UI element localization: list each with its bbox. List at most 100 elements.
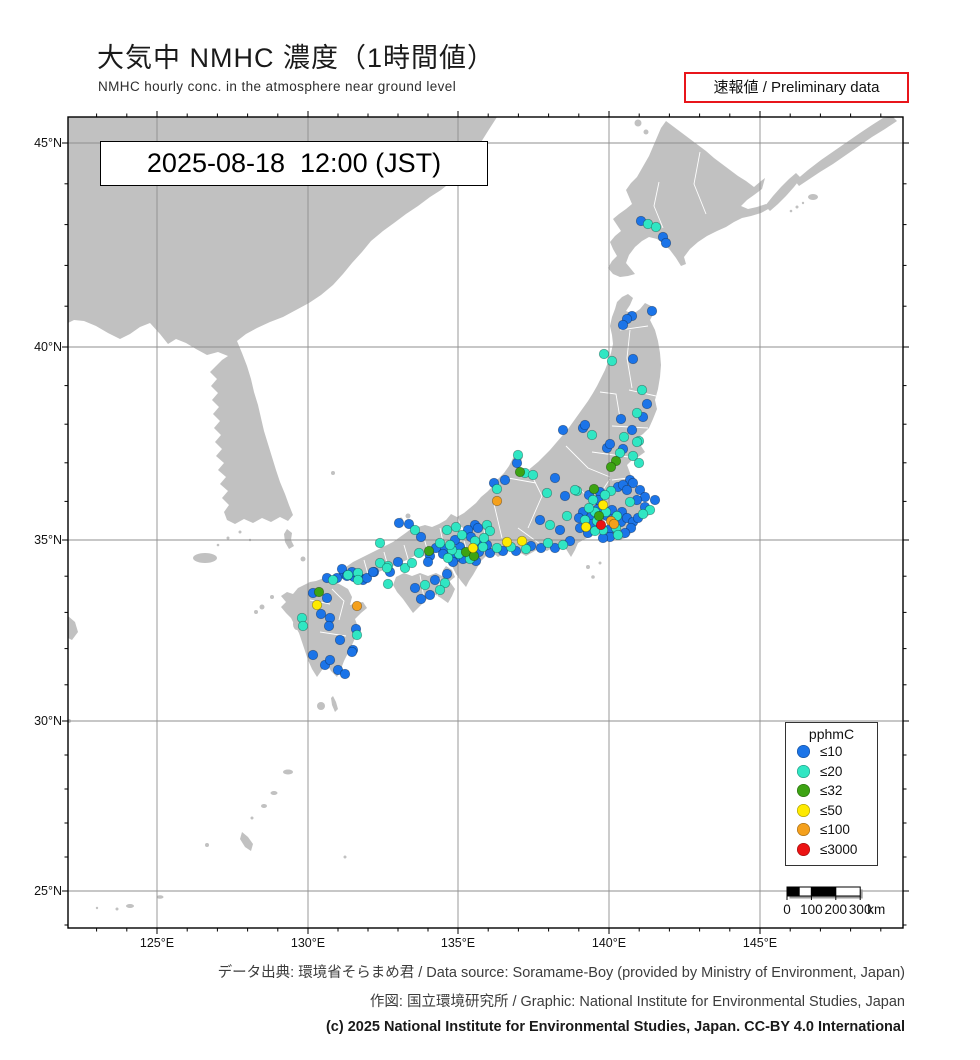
island-shikotan <box>808 194 818 200</box>
station-dot <box>650 221 662 233</box>
station-dot <box>441 524 453 536</box>
legend-dot-r <box>797 842 810 856</box>
station-dot <box>627 450 639 462</box>
island-jeju <box>193 553 217 563</box>
station-dot <box>634 484 646 496</box>
lon-label: 130°E <box>291 936 325 950</box>
station-dot <box>374 557 386 569</box>
station-dot <box>631 407 643 419</box>
station-dot <box>323 620 335 632</box>
station-dot <box>403 518 415 530</box>
kyushu <box>281 578 367 677</box>
station-dot <box>649 494 661 506</box>
island-hirado <box>270 595 274 599</box>
island-iki <box>300 556 306 562</box>
station-dot <box>514 466 526 478</box>
goto-islands <box>259 604 265 610</box>
station-dot <box>415 593 427 605</box>
station-dot <box>315 608 327 620</box>
data-source-line: データ出典: 環境省そらまめ君 / Data source: Soramame-… <box>217 965 905 981</box>
station-dot <box>586 429 598 441</box>
hokkaido <box>608 121 770 277</box>
station-dot <box>535 542 547 554</box>
station-dot <box>580 521 592 533</box>
station-dot <box>409 524 421 536</box>
station-dot <box>342 569 354 581</box>
legend-entry: ≤10 <box>786 742 877 762</box>
legend-dot-t <box>797 764 810 778</box>
axis-labels: 45°N 40°N 35°N 30°N 25°N 125°E 130°E 135°E 140°E… <box>34 136 777 950</box>
legend-box: pphmC ≤10 ≤20 ≤32 ≤50 ≤100 ≤3000 <box>785 722 878 866</box>
legend-title: pphmC <box>808 726 855 742</box>
station-dot <box>501 536 513 548</box>
station-dot <box>614 447 626 459</box>
station-dot <box>450 521 462 533</box>
page-subtitle: NMHC hourly conc. in the atmosphere near… <box>98 79 457 94</box>
station-dot <box>624 496 636 508</box>
station-dot <box>478 532 490 544</box>
station-dot <box>327 574 339 586</box>
station-dot <box>598 348 610 360</box>
station-dot <box>527 469 539 481</box>
lat-label: 30°N <box>34 714 62 728</box>
station-dot <box>307 649 319 661</box>
lat-label: 45°N <box>34 136 62 150</box>
map-frame <box>67 116 904 929</box>
station-dot <box>442 552 454 564</box>
ryukyu-amami <box>283 769 293 775</box>
lat-label: 35°N <box>34 533 62 547</box>
station-dot <box>406 557 418 569</box>
lon-label: 135°E <box>441 936 475 950</box>
station-dot <box>392 556 404 568</box>
station-dot <box>599 489 611 501</box>
legend-entry: ≤50 <box>786 801 877 821</box>
station-dot <box>588 483 600 495</box>
station-dot <box>646 305 658 317</box>
station-dot <box>557 424 569 436</box>
lon-label: 145°E <box>743 936 777 950</box>
island-ulleung <box>331 471 335 475</box>
station-dot <box>516 535 528 547</box>
legend-label: ≤32 <box>820 783 843 799</box>
legend-dot-b <box>797 745 810 759</box>
station-dot <box>520 543 532 555</box>
station-dot <box>617 319 629 331</box>
station-dot <box>579 419 591 431</box>
station-dot <box>444 539 456 551</box>
station-dot <box>424 589 436 601</box>
island-tsushima <box>284 529 294 549</box>
lat-label: 40°N <box>34 340 62 354</box>
station-dot <box>441 568 453 580</box>
station-dot <box>637 508 649 520</box>
china-coast-fragment <box>68 616 78 640</box>
legend-label: ≤10 <box>820 744 843 760</box>
station-dot <box>583 502 595 514</box>
kuril-kunashiri <box>765 173 801 211</box>
island-oki <box>405 513 411 519</box>
kuril-etorofu <box>795 117 897 186</box>
station-dot <box>413 547 425 559</box>
station-dots <box>296 215 672 680</box>
island-tanegashima <box>331 696 338 712</box>
station-dot <box>297 620 309 632</box>
station-dot <box>587 494 599 506</box>
station-dot <box>477 541 489 553</box>
station-dot <box>549 472 561 484</box>
station-dot <box>606 355 618 367</box>
station-dot <box>660 237 672 249</box>
legend-label: ≤3000 <box>820 841 858 857</box>
mainland-asia-korea <box>68 117 497 524</box>
legend-label: ≤100 <box>820 822 850 838</box>
station-dot <box>472 522 484 534</box>
legend-dot-o <box>797 823 810 837</box>
island-yakushima <box>317 702 325 710</box>
station-dot <box>597 499 609 511</box>
station-dot <box>334 634 346 646</box>
island-okinawa <box>240 832 253 851</box>
station-dot <box>561 510 573 522</box>
legend-dot-g <box>797 784 810 798</box>
station-dot <box>381 562 393 574</box>
